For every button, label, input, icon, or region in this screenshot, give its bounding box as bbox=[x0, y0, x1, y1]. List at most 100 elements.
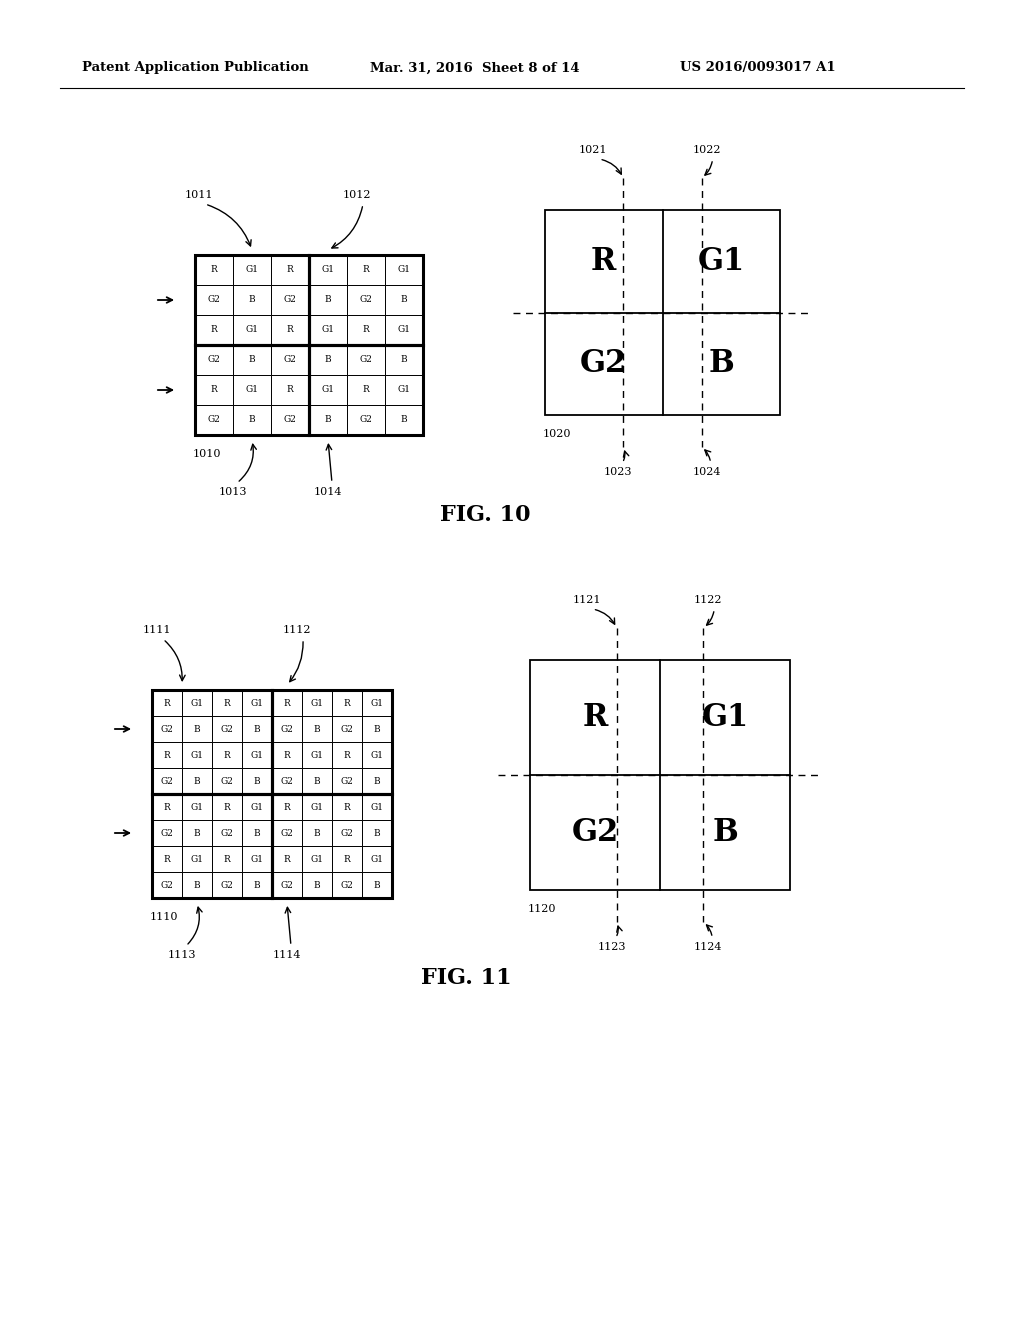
Text: B: B bbox=[313, 776, 321, 785]
Bar bbox=[362, 820, 392, 846]
Bar bbox=[271, 345, 309, 375]
Text: G1: G1 bbox=[322, 385, 335, 395]
Text: 1014: 1014 bbox=[313, 487, 342, 498]
Bar bbox=[182, 820, 212, 846]
Bar bbox=[271, 405, 309, 436]
Text: G2: G2 bbox=[161, 829, 173, 837]
Text: G2: G2 bbox=[284, 416, 296, 425]
Bar bbox=[272, 742, 302, 768]
Bar bbox=[332, 873, 362, 898]
Text: Mar. 31, 2016  Sheet 8 of 14: Mar. 31, 2016 Sheet 8 of 14 bbox=[370, 62, 580, 74]
Text: G1: G1 bbox=[701, 702, 749, 733]
Bar bbox=[309, 345, 347, 375]
Text: B: B bbox=[374, 829, 380, 837]
Bar bbox=[271, 285, 309, 315]
Text: 1011: 1011 bbox=[184, 190, 213, 201]
Text: 1013: 1013 bbox=[219, 487, 247, 498]
Text: R: R bbox=[211, 265, 217, 275]
Bar bbox=[212, 742, 242, 768]
Text: G2: G2 bbox=[208, 296, 220, 305]
Text: B: B bbox=[709, 348, 734, 379]
Text: B: B bbox=[325, 296, 332, 305]
Text: G1: G1 bbox=[310, 854, 324, 863]
Text: R: R bbox=[284, 698, 291, 708]
Text: G1: G1 bbox=[246, 326, 258, 334]
Bar bbox=[272, 795, 392, 898]
Text: R: R bbox=[164, 698, 170, 708]
Bar bbox=[347, 375, 385, 405]
Text: R: R bbox=[362, 326, 370, 334]
Bar bbox=[309, 255, 423, 345]
Bar bbox=[385, 345, 423, 375]
Text: R: R bbox=[223, 854, 230, 863]
Text: G1: G1 bbox=[310, 751, 324, 759]
Text: R: R bbox=[164, 854, 170, 863]
Bar bbox=[362, 768, 392, 795]
Text: G2: G2 bbox=[220, 725, 233, 734]
Text: G1: G1 bbox=[371, 751, 384, 759]
Bar bbox=[332, 715, 362, 742]
Text: G2: G2 bbox=[208, 355, 220, 364]
Bar bbox=[195, 255, 233, 285]
Bar bbox=[233, 375, 271, 405]
Text: G1: G1 bbox=[310, 698, 324, 708]
Text: 1113: 1113 bbox=[168, 950, 197, 960]
Text: G2: G2 bbox=[220, 829, 233, 837]
Text: B: B bbox=[313, 880, 321, 890]
Text: 1124: 1124 bbox=[694, 942, 723, 952]
Text: R: R bbox=[223, 751, 230, 759]
Bar bbox=[332, 795, 362, 820]
Text: G2: G2 bbox=[359, 296, 373, 305]
Bar bbox=[272, 795, 302, 820]
Bar bbox=[302, 846, 332, 873]
Text: G2: G2 bbox=[571, 817, 618, 847]
Text: B: B bbox=[194, 880, 201, 890]
Bar bbox=[272, 690, 392, 795]
Bar bbox=[272, 820, 302, 846]
Bar bbox=[309, 315, 347, 345]
Text: 1114: 1114 bbox=[272, 950, 301, 960]
Bar bbox=[152, 742, 182, 768]
Text: R: R bbox=[583, 702, 607, 733]
Bar bbox=[212, 795, 242, 820]
Text: 1021: 1021 bbox=[580, 145, 607, 154]
Text: R: R bbox=[223, 698, 230, 708]
Text: G2: G2 bbox=[284, 355, 296, 364]
Text: R: R bbox=[344, 803, 350, 812]
Text: G2: G2 bbox=[281, 880, 294, 890]
Text: R: R bbox=[284, 803, 291, 812]
Text: R: R bbox=[211, 326, 217, 334]
Bar bbox=[272, 846, 302, 873]
Text: R: R bbox=[287, 385, 293, 395]
Text: B: B bbox=[400, 355, 408, 364]
Text: R: R bbox=[287, 265, 293, 275]
Text: G1: G1 bbox=[322, 265, 335, 275]
Bar bbox=[362, 795, 392, 820]
Bar bbox=[385, 405, 423, 436]
Text: G1: G1 bbox=[190, 803, 204, 812]
Text: G2: G2 bbox=[341, 829, 353, 837]
Text: R: R bbox=[164, 803, 170, 812]
Text: B: B bbox=[374, 880, 380, 890]
Bar bbox=[385, 315, 423, 345]
Text: G1: G1 bbox=[397, 385, 411, 395]
Bar bbox=[545, 210, 780, 414]
Bar bbox=[182, 768, 212, 795]
Bar bbox=[242, 690, 272, 715]
Bar bbox=[347, 255, 385, 285]
Bar bbox=[302, 873, 332, 898]
Text: G2: G2 bbox=[161, 776, 173, 785]
Text: R: R bbox=[362, 385, 370, 395]
Bar bbox=[212, 873, 242, 898]
Text: R: R bbox=[223, 803, 230, 812]
Bar bbox=[242, 715, 272, 742]
Bar bbox=[347, 405, 385, 436]
Text: G2: G2 bbox=[281, 725, 294, 734]
Bar bbox=[212, 690, 242, 715]
Text: G2: G2 bbox=[359, 416, 373, 425]
Text: R: R bbox=[591, 246, 616, 277]
Text: 1123: 1123 bbox=[597, 942, 626, 952]
Bar bbox=[195, 315, 233, 345]
Text: B: B bbox=[313, 829, 321, 837]
Bar bbox=[212, 846, 242, 873]
